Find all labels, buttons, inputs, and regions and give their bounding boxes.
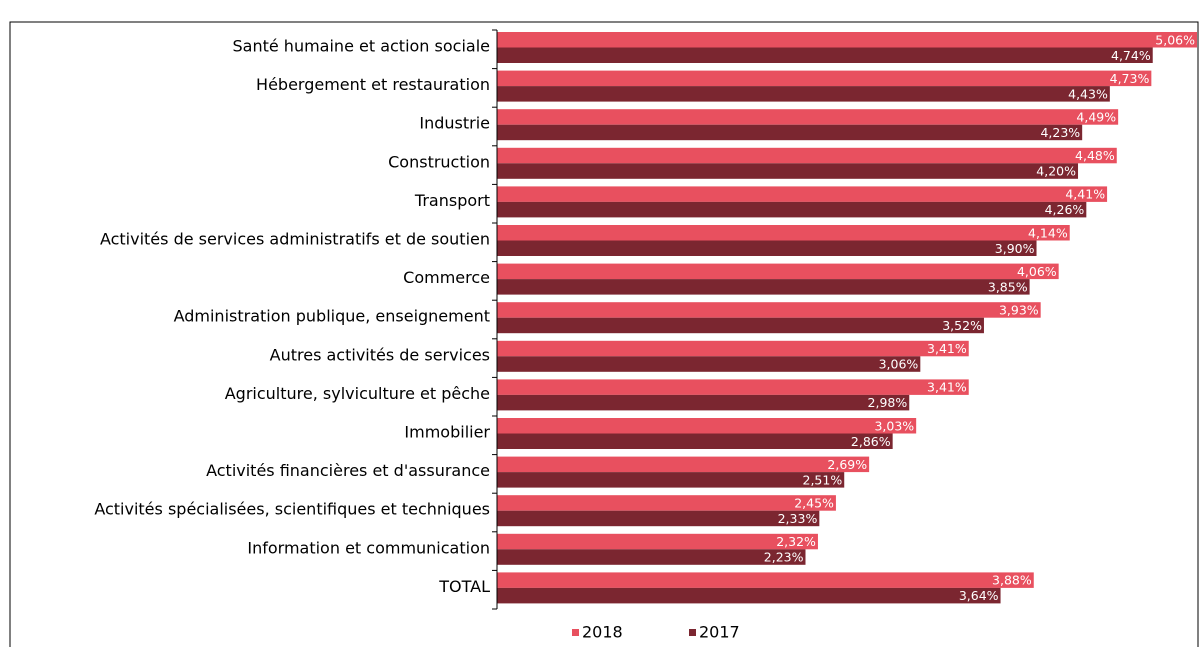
category-label: Agriculture, sylviculture et pêche [225, 384, 490, 403]
category-label: Activités financières et d'assurance [206, 461, 490, 480]
bar [497, 340, 969, 357]
value-label: 2,98% [868, 395, 908, 410]
bar [497, 510, 820, 527]
bar [497, 109, 1119, 125]
value-label: 4,06% [1017, 264, 1057, 279]
value-label: 4,49% [1076, 109, 1116, 124]
value-label: 4,14% [1028, 225, 1068, 240]
bar [497, 418, 917, 434]
bar [497, 147, 1117, 164]
category-label: Santé humaine et action sociale [233, 37, 491, 56]
value-label: 3,41% [927, 380, 967, 395]
value-label: 2,33% [778, 511, 818, 526]
value-label: 4,73% [1110, 71, 1150, 86]
legend-swatch [689, 629, 696, 636]
value-label: 3,90% [995, 241, 1035, 256]
value-label: 4,26% [1045, 202, 1085, 217]
category-label: Commerce [403, 268, 490, 287]
category-label: Information et communication [247, 538, 490, 557]
bar [497, 225, 1070, 241]
value-label: 3,64% [959, 588, 999, 603]
bar [497, 495, 836, 511]
legend-label: 2017 [699, 623, 740, 642]
bar [497, 32, 1197, 48]
bar [497, 572, 1034, 588]
bar [497, 549, 806, 565]
value-label: 2,23% [764, 550, 804, 565]
value-label: 4,20% [1036, 164, 1076, 179]
bar [497, 163, 1079, 179]
bar [497, 456, 870, 473]
category-label: Transport [414, 191, 490, 210]
bar [497, 472, 845, 488]
category-label: Immobilier [404, 423, 490, 442]
category-label: TOTAL [438, 577, 490, 596]
value-label: 5,06% [1155, 32, 1195, 47]
bar [497, 533, 818, 550]
category-label: Activités de services administratifs et … [100, 230, 490, 249]
value-label: 2,86% [851, 434, 891, 449]
value-label: 3,06% [879, 357, 919, 372]
bar [497, 379, 969, 395]
legend-label: 2018 [582, 623, 623, 642]
value-label: 3,93% [999, 302, 1039, 317]
value-label: 2,51% [803, 472, 843, 487]
bar [497, 47, 1153, 63]
bar [497, 186, 1108, 202]
category-label: Hébergement et restauration [256, 75, 490, 94]
value-label: 3,52% [942, 318, 982, 333]
value-label: 4,74% [1111, 48, 1151, 63]
bar [497, 587, 1001, 604]
bar [497, 240, 1037, 256]
value-label: 3,41% [927, 341, 967, 356]
bar [497, 124, 1083, 141]
value-label: 2,45% [794, 495, 834, 510]
category-label: Construction [388, 152, 490, 171]
category-label: Autres activités de services [270, 345, 490, 364]
value-label: 2,32% [776, 534, 816, 549]
bar [497, 356, 921, 372]
value-label: 4,48% [1075, 148, 1115, 163]
value-label: 4,43% [1068, 86, 1108, 101]
bar [497, 394, 910, 411]
category-label: Administration publique, enseignement [174, 307, 490, 326]
bar [497, 317, 984, 334]
value-label: 2,69% [827, 457, 867, 472]
value-label: 3,85% [988, 279, 1028, 294]
value-label: 3,03% [874, 418, 914, 433]
bar [497, 201, 1087, 218]
bar [497, 433, 893, 449]
category-label: Activités spécialisées, scientifiques et… [94, 500, 490, 519]
value-label: 4,23% [1040, 125, 1080, 140]
value-label: 4,41% [1065, 187, 1105, 202]
category-label: Industrie [419, 114, 490, 133]
bar [497, 279, 1030, 295]
bar [497, 70, 1152, 87]
bar [497, 86, 1110, 102]
legend-swatch [572, 629, 579, 636]
bar [497, 302, 1041, 318]
bar [497, 263, 1059, 280]
value-label: 3,88% [992, 573, 1032, 588]
